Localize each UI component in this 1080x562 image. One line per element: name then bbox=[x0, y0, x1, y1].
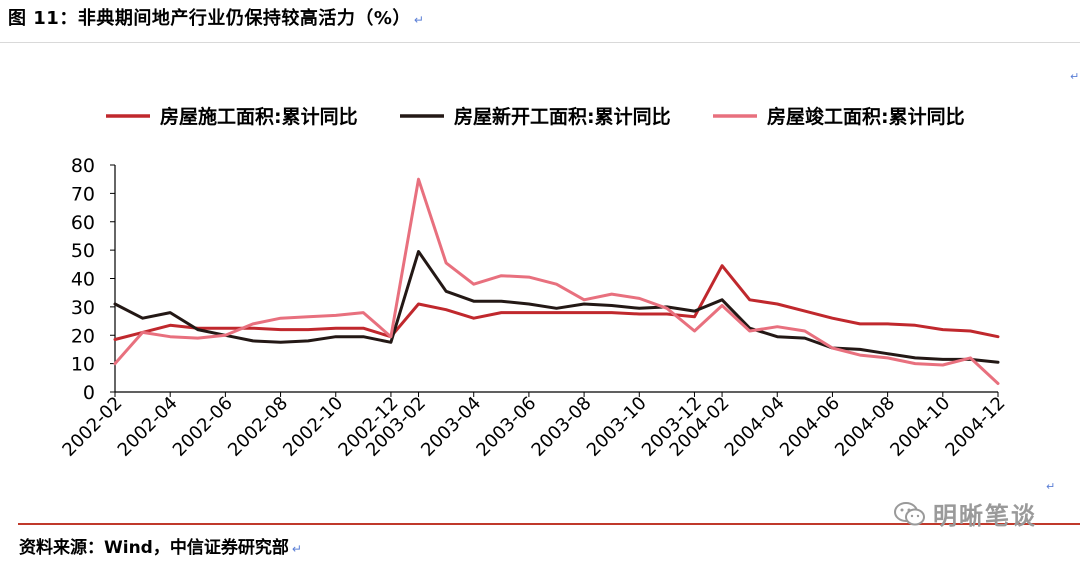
figure-title: 图 11：非典期间地产行业仍保持较高活力（%） ↵ bbox=[8, 8, 425, 29]
x-tick-label: 2003-08 bbox=[528, 393, 596, 461]
legend-label: 房屋竣工面积:累计同比 bbox=[767, 105, 965, 128]
chart-axes: 010203040506070802002-022002-042002-0620… bbox=[58, 155, 1009, 461]
paragraph-mark-icon: ↵ bbox=[413, 13, 425, 27]
x-tick-label: 2004-12 bbox=[941, 393, 1009, 461]
x-tick-label: 2002-04 bbox=[114, 393, 182, 461]
x-tick-label: 2004-08 bbox=[831, 393, 899, 461]
footer-divider bbox=[18, 523, 1080, 525]
y-tick-label: 20 bbox=[71, 325, 95, 347]
x-tick-label: 2003-06 bbox=[472, 393, 540, 461]
chart-series bbox=[113, 177, 1000, 385]
y-tick-label: 0 bbox=[83, 382, 95, 404]
series-line bbox=[113, 264, 1000, 341]
y-tick-label: 50 bbox=[71, 240, 95, 262]
x-tick-label: 2002-08 bbox=[224, 393, 292, 461]
title-divider bbox=[0, 42, 1080, 43]
y-tick-label: 80 bbox=[71, 155, 95, 177]
legend-label: 房屋施工面积:累计同比 bbox=[160, 105, 358, 128]
watermark-text: 明晰笔谈 bbox=[933, 502, 1037, 530]
wechat-icon bbox=[894, 501, 925, 525]
x-tick-label: 2004-06 bbox=[776, 393, 844, 461]
paragraph-mark-icon: ↵ bbox=[291, 542, 302, 556]
x-tick-label: 2002-06 bbox=[169, 393, 237, 461]
y-tick-label: 30 bbox=[71, 297, 95, 319]
source-note: 资料来源：Wind，中信证券研究部 ↵ bbox=[19, 538, 302, 558]
y-tick-label: 60 bbox=[71, 212, 95, 234]
series-line bbox=[113, 250, 1000, 364]
chart-legend: 房屋施工面积:累计同比 房屋新开工面积:累计同比 房屋竣工面积:累计同比 bbox=[106, 105, 965, 128]
paragraph-mark-icon: ↵ bbox=[1046, 480, 1056, 493]
x-tick-label: 2004-04 bbox=[721, 393, 789, 461]
y-tick-label: 70 bbox=[71, 183, 95, 205]
x-tick-label: 2004-10 bbox=[886, 393, 954, 461]
legend-label: 房屋新开工面积:累计同比 bbox=[454, 105, 671, 128]
x-tick-label: 2003-04 bbox=[417, 393, 485, 461]
watermark: 明晰笔谈 bbox=[893, 496, 1037, 531]
x-tick-label: 2002-10 bbox=[279, 393, 347, 461]
series-line bbox=[113, 177, 1000, 385]
x-tick-label: 2003-10 bbox=[583, 393, 651, 461]
paragraph-mark-icon: ↵ bbox=[1070, 70, 1080, 83]
y-tick-label: 40 bbox=[71, 269, 95, 291]
y-tick-label: 10 bbox=[71, 354, 95, 376]
line-chart: 房屋施工面积:累计同比 房屋新开工面积:累计同比 房屋竣工面积:累计同比 0 10 20… bbox=[58, 105, 1009, 461]
